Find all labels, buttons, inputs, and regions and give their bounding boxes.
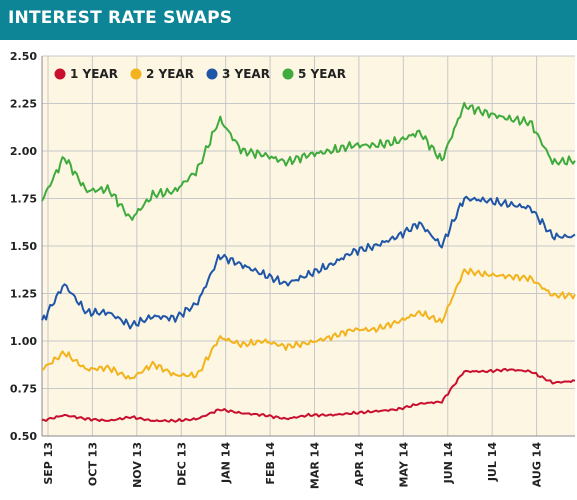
y-axis: 2.50 2.25 2.00 1.75 1.50 1.25 1.00 0.75 0.50	[10, 50, 37, 443]
series-line-2-year	[41, 267, 576, 380]
line-chart: 2.50 2.25 2.00 1.75 1.50 1.25 1.00 0.75 0.50 SEP…	[10, 50, 576, 489]
x-tick-label: JAN 14	[220, 442, 233, 484]
x-tick-label: AUG 14	[531, 442, 544, 488]
legend-label: 5 YEAR	[298, 67, 346, 81]
legend-marker	[282, 68, 294, 80]
series-lines	[41, 101, 576, 423]
x-tick-label: MAY 14	[397, 442, 410, 488]
x-tick-label: NOV 13	[131, 442, 144, 488]
x-tick-label: DEC 13	[175, 442, 188, 486]
series-line-5-year	[41, 101, 576, 221]
y-tick-label: 1.50	[10, 240, 37, 253]
chart-header: INTEREST RATE SWAPS	[0, 0, 577, 40]
x-tick-label: SEP 13	[42, 442, 55, 485]
series-line-3-year	[41, 195, 576, 330]
y-tick-label: 1.75	[10, 193, 37, 206]
x-tick-label: FEB 14	[264, 442, 277, 485]
x-tick-label: JUN 14	[442, 442, 455, 485]
x-tick-label: APR 14	[353, 442, 366, 487]
y-tick-label: 2.00	[10, 145, 37, 158]
legend-label: 1 YEAR	[70, 67, 118, 81]
y-tick-label: 2.25	[10, 98, 37, 111]
y-tick-label: 1.25	[10, 288, 37, 301]
legend-label: 3 YEAR	[222, 67, 270, 81]
y-tick-label: 0.75	[10, 383, 37, 396]
x-tick-label: OCT 13	[86, 442, 99, 486]
legend-label: 2 YEAR	[146, 67, 194, 81]
x-axis: SEP 13 OCT 13 NOV 13 DEC 13 JAN 14 FEB 14 MAR …	[42, 442, 544, 489]
y-tick-label: 2.50	[10, 50, 37, 63]
legend-marker	[54, 68, 66, 80]
legend: 1 YEAR 2 YEAR 3 YEAR 5 YEAR	[54, 67, 346, 81]
chart-title: INTEREST RATE SWAPS	[8, 8, 233, 28]
legend-marker	[130, 68, 142, 80]
x-tick-label: MAR 14	[309, 442, 322, 489]
y-tick-label: 0.50	[10, 430, 37, 443]
legend-marker	[206, 68, 218, 80]
y-tick-label: 1.00	[10, 335, 37, 348]
x-tick-label: JUL 14	[486, 442, 499, 483]
series-line-1-year	[41, 367, 576, 423]
